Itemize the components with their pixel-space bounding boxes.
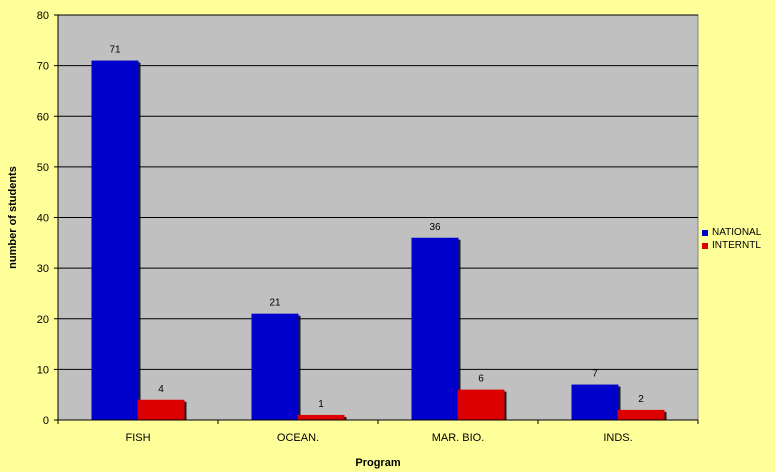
bar-interntl-inds bbox=[617, 409, 665, 420]
y-tick-label: 80 bbox=[37, 10, 49, 22]
y-tick-label: 10 bbox=[37, 364, 49, 376]
y-axis-title: number of students bbox=[7, 166, 19, 269]
data-label: 71 bbox=[109, 45, 121, 56]
axes: 0 10 20 30 40 50 60 70 80 FISH OCEAN. MAR. BIO. INDS… bbox=[37, 10, 699, 444]
bars: 71 4 21 1 36 6 7 2 bbox=[91, 45, 667, 420]
y-tick-label: 40 bbox=[37, 213, 49, 225]
legend-label-interntl: INTERNTL bbox=[712, 240, 761, 251]
y-tick-label: 50 bbox=[37, 162, 49, 174]
bar-interntl-marbio bbox=[457, 389, 505, 420]
y-tick-label: 60 bbox=[37, 111, 49, 123]
data-label: 36 bbox=[429, 222, 441, 233]
x-axis-title: Program bbox=[355, 457, 400, 469]
y-tick-label: 20 bbox=[37, 314, 49, 326]
x-tick-label: MAR. BIO. bbox=[432, 432, 485, 444]
x-tick-label: INDS. bbox=[603, 432, 632, 444]
x-tick-label: FISH bbox=[125, 432, 150, 444]
gridlines bbox=[58, 14, 698, 370]
data-label: 4 bbox=[158, 384, 164, 395]
data-label: 2 bbox=[638, 394, 644, 405]
data-label: 1 bbox=[318, 399, 324, 410]
legend-label-national: NATIONAL bbox=[712, 227, 762, 238]
y-tick-label: 30 bbox=[37, 263, 49, 275]
y-tick-label: 70 bbox=[37, 61, 49, 73]
y-tick-label: 0 bbox=[43, 415, 49, 427]
bar-interntl-fish bbox=[137, 399, 185, 420]
legend-item-national: NATIONAL bbox=[702, 226, 761, 239]
bar-national-fish bbox=[91, 60, 139, 420]
legend: NATIONAL INTERNTL bbox=[702, 226, 761, 252]
bar-national-ocean bbox=[251, 313, 299, 420]
bar-national-marbio bbox=[411, 237, 459, 420]
data-label: 21 bbox=[269, 298, 281, 309]
legend-item-interntl: INTERNTL bbox=[702, 239, 761, 252]
legend-swatch-national bbox=[702, 229, 708, 236]
bar-national-inds bbox=[571, 384, 619, 420]
data-label: 7 bbox=[592, 369, 598, 380]
data-label: 6 bbox=[478, 374, 484, 385]
legend-swatch-interntl bbox=[702, 242, 708, 249]
x-tick-label: OCEAN. bbox=[277, 432, 319, 444]
bar-interntl-ocean bbox=[297, 414, 345, 420]
